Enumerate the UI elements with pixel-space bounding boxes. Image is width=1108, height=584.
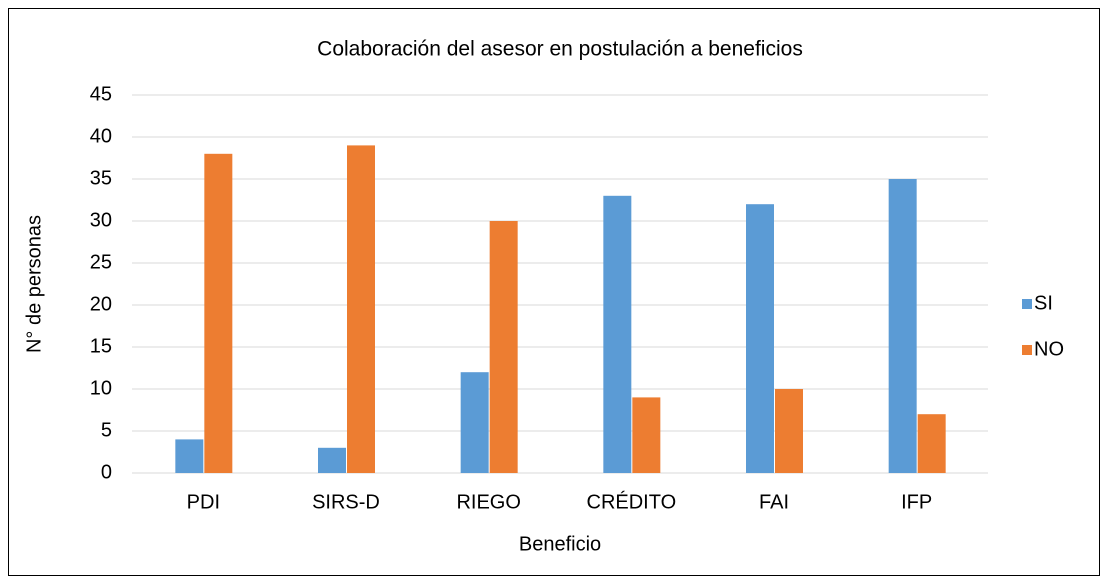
- y-tick-label: 15: [90, 335, 112, 357]
- y-tick-label: 5: [101, 419, 112, 441]
- bar: [489, 221, 518, 473]
- x-tick-label: RIEGO: [456, 491, 520, 513]
- bar: [775, 389, 803, 473]
- legend-swatch: [1022, 345, 1032, 355]
- y-tick-label: 20: [90, 293, 112, 315]
- bar: [318, 447, 346, 473]
- x-axis-label: Beneficio: [519, 533, 601, 555]
- y-tick-label: 40: [90, 125, 112, 147]
- bar: [746, 204, 774, 473]
- bar: [460, 372, 489, 473]
- bar: [347, 145, 375, 473]
- x-tick-label: PDI: [187, 491, 220, 513]
- bar: [175, 439, 204, 473]
- x-tick-label: SIRS-D: [312, 491, 380, 513]
- legend-swatch: [1022, 299, 1032, 309]
- x-tick-label: CRÉDITO: [587, 490, 677, 513]
- y-tick-label: 0: [101, 461, 112, 483]
- y-tick-label: 45: [90, 83, 112, 105]
- y-tick-label: 10: [90, 377, 112, 399]
- y-tick-label: 35: [90, 167, 112, 189]
- y-axis-label: N° de personas: [23, 215, 45, 353]
- y-tick-label: 30: [90, 209, 112, 231]
- bar: [603, 195, 632, 474]
- bar: [888, 179, 917, 473]
- x-tick-label: IFP: [901, 491, 932, 513]
- chart-title: Colaboración del asesor en postulación a…: [317, 38, 803, 61]
- bar: [632, 397, 661, 473]
- bar: [917, 414, 946, 473]
- chart-frame: [8, 8, 1100, 576]
- bar: [204, 153, 233, 474]
- x-tick-label: FAI: [759, 491, 789, 513]
- legend-label: SI: [1034, 292, 1053, 314]
- y-tick-label: 25: [90, 251, 112, 273]
- legend-label: NO: [1034, 338, 1064, 360]
